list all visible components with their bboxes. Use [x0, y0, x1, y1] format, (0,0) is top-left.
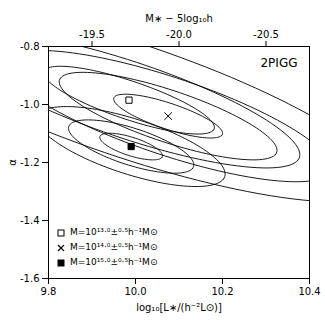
html-text:M=10¹⁵·⁰±⁰·⁵h⁻¹M⊙: M=10¹⁵·⁰±⁰·⁵h⁻¹M⊙ — [70, 257, 158, 267]
svg-text:-1.0: -1.0 — [20, 99, 40, 110]
html-text:M=10¹⁴·⁰±⁰·⁵h⁻¹M⊙: M=10¹⁴·⁰±⁰·⁵h⁻¹M⊙ — [70, 242, 158, 252]
svg-text:-1.2: -1.2 — [20, 157, 40, 168]
svg-text:-20.5: -20.5 — [253, 29, 279, 40]
html-text:M=10¹³·⁰±⁰·⁵h⁻¹M⊙: M=10¹³·⁰±⁰·⁵h⁻¹M⊙ — [70, 227, 158, 237]
svg-text:10.0: 10.0 — [124, 286, 146, 297]
svg-text:2PIGG: 2PIGG — [260, 56, 297, 70]
svg-text:M∗ − 5log₁₀h: M∗ − 5log₁₀h — [145, 13, 213, 24]
svg-text:9.8: 9.8 — [41, 286, 57, 297]
svg-text:10.4: 10.4 — [298, 286, 320, 297]
svg-text:-1.6: -1.6 — [20, 273, 40, 284]
svg-text:log₁₀[L∗/(h⁻²L⊙)]: log₁₀[L∗/(h⁻²L⊙)] — [136, 302, 222, 313]
svg-text:-20.0: -20.0 — [166, 29, 192, 40]
svg-text:-19.5: -19.5 — [79, 29, 105, 40]
svg-text:-0.8: -0.8 — [20, 41, 40, 52]
svg-text:10.2: 10.2 — [211, 286, 233, 297]
svg-text:-1.4: -1.4 — [20, 215, 40, 226]
svg-text:α: α — [7, 159, 18, 166]
